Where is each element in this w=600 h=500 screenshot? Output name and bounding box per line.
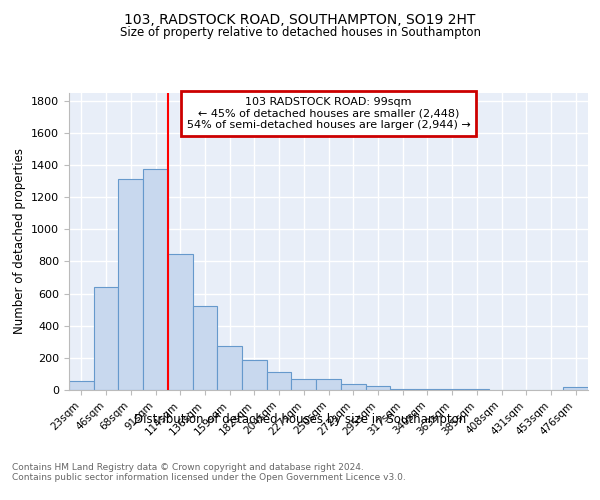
Text: Contains HM Land Registry data © Crown copyright and database right 2024.
Contai: Contains HM Land Registry data © Crown c… [12, 462, 406, 482]
Text: Distribution of detached houses by size in Southampton: Distribution of detached houses by size … [134, 412, 466, 426]
Bar [440, 389, 464, 390]
Bar [143, 169, 168, 390]
Bar [69, 381, 94, 390]
Bar [118, 180, 143, 390]
Y-axis label: Number of detached properties: Number of detached properties [13, 148, 26, 334]
Bar [316, 379, 341, 390]
Text: Size of property relative to detached houses in Southampton: Size of property relative to detached ho… [119, 26, 481, 39]
Text: 103, RADSTOCK ROAD, SOUTHAMPTON, SO19 2HT: 103, RADSTOCK ROAD, SOUTHAMPTON, SO19 2H… [124, 12, 476, 26]
Bar [563, 387, 588, 390]
Text: 103 RADSTOCK ROAD: 99sqm
← 45% of detached houses are smaller (2,448)
54% of sem: 103 RADSTOCK ROAD: 99sqm ← 45% of detach… [187, 97, 470, 130]
Bar [390, 389, 415, 390]
Bar [464, 389, 489, 390]
Bar [267, 372, 292, 390]
Bar [415, 389, 440, 390]
Bar [365, 386, 390, 390]
Bar [292, 379, 316, 390]
Bar [94, 287, 118, 390]
Bar [242, 360, 267, 390]
Bar [217, 346, 242, 390]
Bar [193, 306, 217, 390]
Bar [168, 254, 193, 390]
Bar [341, 384, 365, 390]
